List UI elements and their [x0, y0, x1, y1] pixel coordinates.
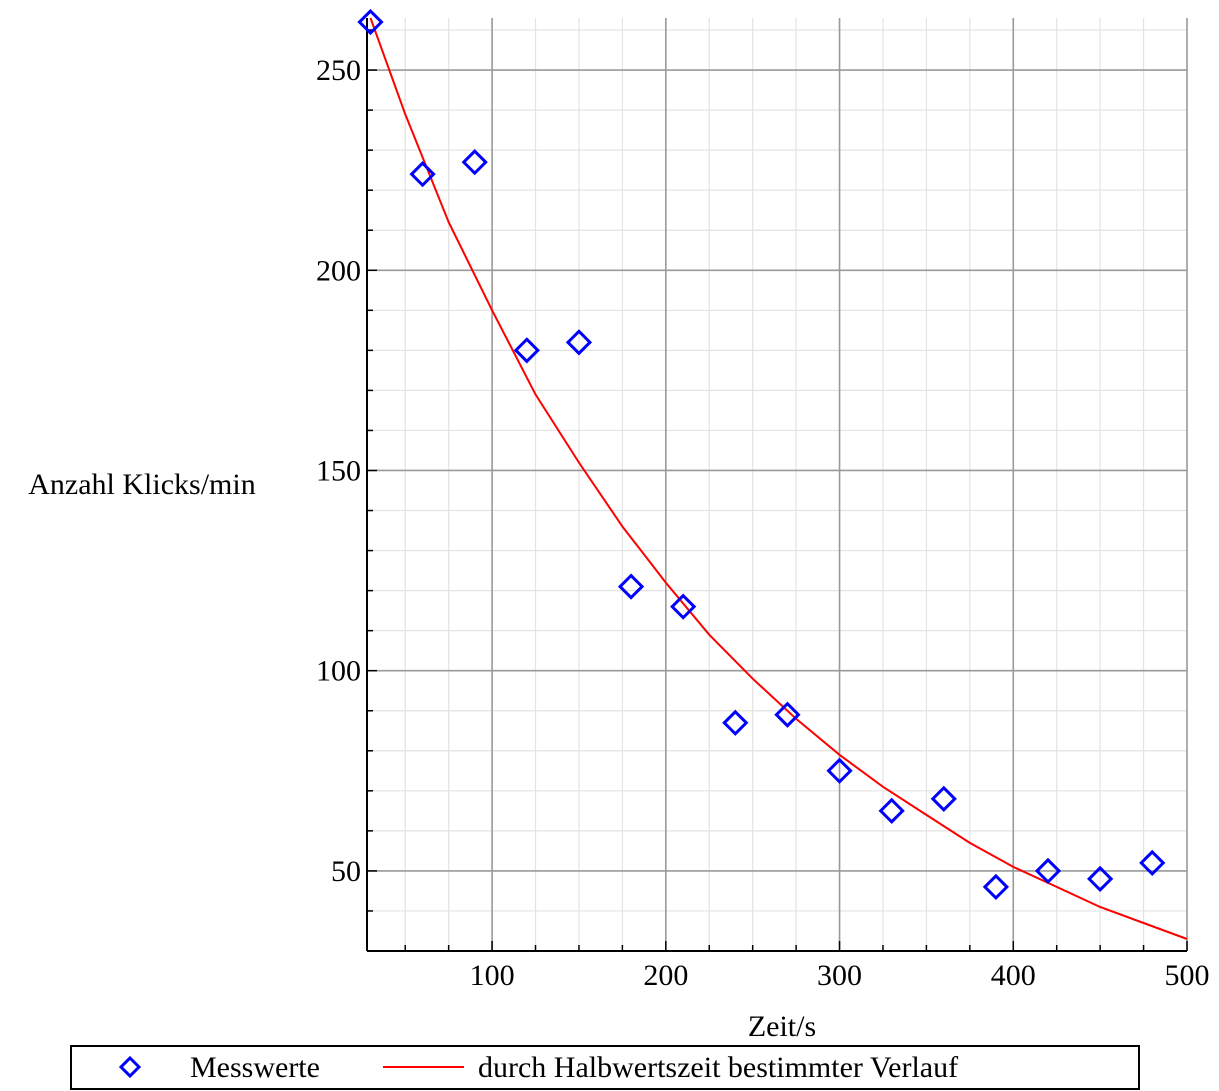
data-point-diamond — [670, 593, 697, 620]
y-tick-label: 150 — [316, 454, 361, 487]
legend-marker-diamond — [118, 1055, 142, 1079]
legend-label-messwerte: Messwerte — [190, 1051, 320, 1084]
data-point-diamond — [878, 797, 905, 824]
y-tick-label: 250 — [316, 54, 361, 87]
major-grid — [367, 18, 1188, 951]
data-point-diamond — [1139, 849, 1166, 877]
legend: Messwerte durch Halbwertszeit bestimmter… — [70, 1045, 1140, 1090]
series-layer — [357, 8, 1188, 940]
x-tick-label: 500 — [1165, 959, 1210, 992]
legend-label-verlauf: durch Halbwertszeit bestimmter Verlauf — [478, 1051, 958, 1084]
data-point-diamond — [826, 757, 853, 784]
x-axis-label: Zeit/s — [748, 1010, 816, 1043]
data-point-diamond — [565, 329, 593, 356]
data-point-diamond — [461, 149, 488, 176]
data-point-diamond — [357, 8, 384, 36]
y-tick-label: 100 — [316, 655, 361, 688]
x-tick-label: 100 — [470, 959, 515, 992]
minor-grid — [367, 18, 1188, 952]
x-tick-label: 200 — [643, 959, 688, 992]
data-point-diamond — [774, 701, 801, 728]
data-point-diamond — [617, 573, 645, 600]
decay-curve-line — [369, 17, 1188, 940]
data-point-diamond — [1087, 865, 1114, 893]
y-tick-label: 200 — [316, 254, 361, 287]
legend-box — [70, 1045, 1140, 1090]
x-tick-label: 300 — [817, 959, 862, 992]
x-tick-label: 400 — [991, 959, 1036, 992]
data-point-diamond — [409, 161, 436, 188]
data-point-diamond — [722, 709, 749, 736]
data-point-diamond — [513, 337, 540, 364]
y-tick-label: 50 — [331, 855, 361, 888]
tick-labels: 100 200 300 400 500 50 100 150 200 250 — [316, 54, 1210, 992]
axes — [366, 18, 1188, 952]
data-point-diamond — [930, 785, 957, 812]
data-point-diamond — [982, 873, 1010, 901]
data-point-diamond — [1034, 857, 1062, 885]
y-axis-label: Anzahl Klicks/min — [28, 468, 255, 501]
